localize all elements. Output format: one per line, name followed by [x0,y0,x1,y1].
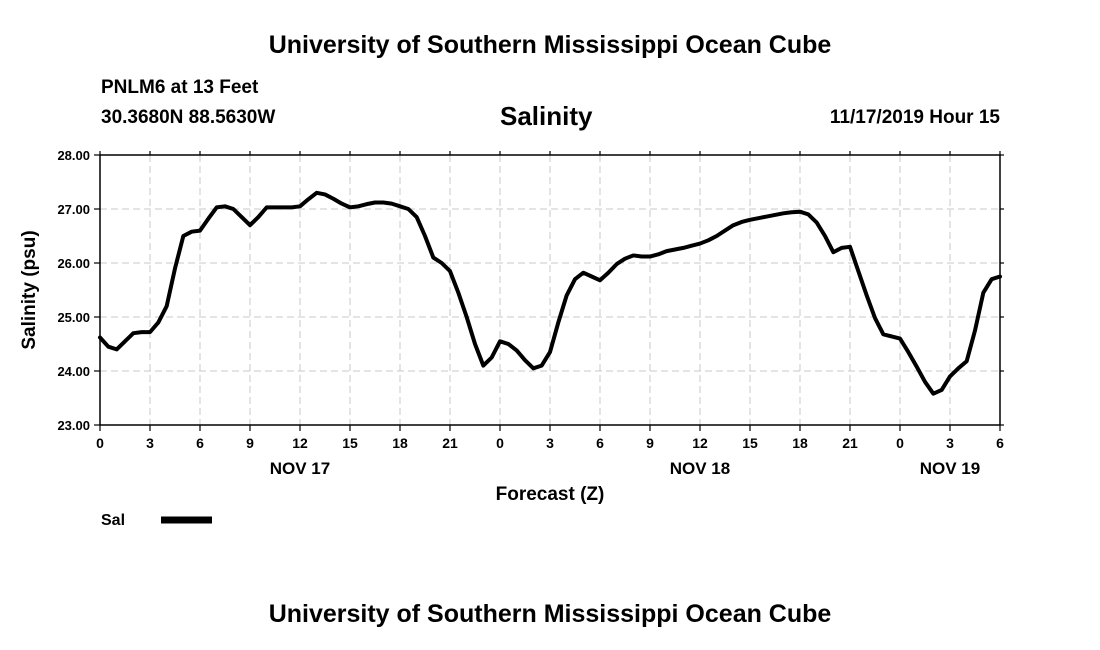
legend-label-sal: Sal [101,512,125,529]
x-tick-label: 21 [842,435,858,451]
date-label: NOV 18 [670,459,730,478]
x-axis-label: Forecast (Z) [496,484,605,505]
x-tick-label: 15 [742,435,758,451]
x-tick-label: 0 [896,435,904,451]
grid-lines [100,155,1000,425]
x-tick-label: 9 [246,435,254,451]
x-tick-label: 6 [596,435,604,451]
chart-title: Salinity [500,101,593,131]
run-time-label: 11/17/2019 Hour 15 [829,107,1000,128]
x-tick-label: 3 [146,435,154,451]
station-label: PNLM6 at 13 Feet [101,77,259,98]
y-tick-labels: 23.00 24.00 25.00 26.00 27.00 28.00 [57,148,90,433]
y-tick-label: 23.00 [57,418,90,433]
x-tick-label: 6 [996,435,1004,451]
x-tick-label: 12 [292,435,308,451]
x-tick-label: 0 [96,435,104,451]
axis-ticks [94,151,1004,431]
y-tick-label: 27.00 [57,202,90,217]
y-axis-label: Salinity (psu) [19,230,40,349]
y-tick-label: 26.00 [57,256,90,271]
x-tick-label: 0 [496,435,504,451]
x-tick-labels: 0 3 6 9 12 15 18 21 0 3 6 9 12 15 18 21 0 3 6 [96,435,1004,451]
x-tick-label: 12 [692,435,708,451]
y-tick-label: 25.00 [57,310,90,325]
series-line-sal [98,190,1002,396]
footer-title: University of Southern Mississippi Ocean… [268,600,832,628]
x-tick-label: 6 [196,435,204,451]
x-tick-label: 9 [646,435,654,451]
x-tick-label: 18 [392,435,408,451]
x-tick-label: 15 [342,435,358,451]
coordinates-label: 30.3680N 88.5630W [101,107,276,128]
date-label: NOV 19 [920,459,980,478]
date-label: NOV 17 [270,459,330,478]
x-tick-label: 18 [792,435,808,451]
x-tick-label: 3 [946,435,954,451]
page-title: University of Southern Mississippi Ocean… [268,31,832,59]
y-tick-label: 28.00 [57,148,90,163]
date-labels: NOV 17 NOV 18 NOV 19 [270,459,980,478]
x-tick-label: 3 [546,435,554,451]
y-tick-label: 24.00 [57,364,90,379]
x-tick-label: 21 [442,435,458,451]
